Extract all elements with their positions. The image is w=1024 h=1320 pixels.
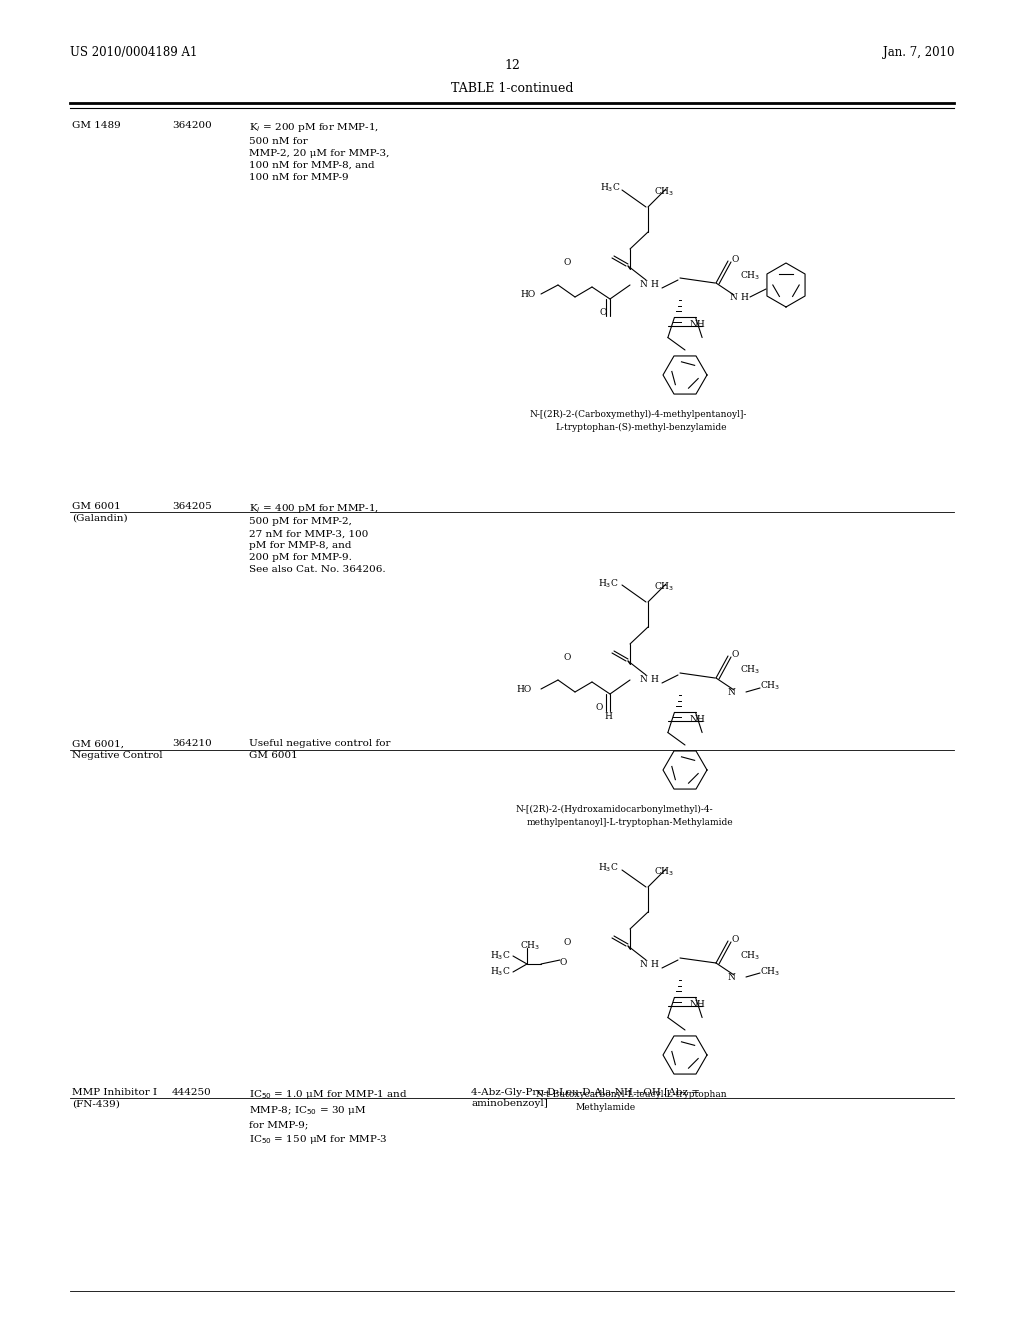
Text: 444250: 444250 bbox=[172, 1088, 212, 1097]
Text: CH$_3$: CH$_3$ bbox=[740, 664, 760, 676]
Text: 364210: 364210 bbox=[172, 739, 212, 748]
Text: N-[(2R)-2-(Carboxymethyl)-4-methylpentanoyl]-: N-[(2R)-2-(Carboxymethyl)-4-methylpentan… bbox=[530, 411, 748, 420]
Text: MMP Inhibitor I
(FN-439): MMP Inhibitor I (FN-439) bbox=[72, 1088, 157, 1109]
Text: N: N bbox=[728, 973, 736, 982]
Text: Useful negative control for
GM 6001: Useful negative control for GM 6001 bbox=[249, 739, 390, 760]
Text: H$_3$C: H$_3$C bbox=[600, 182, 621, 194]
Text: N-t-Butoxycarbonyl-L-leucyl-L-tryptophan: N-t-Butoxycarbonyl-L-leucyl-L-tryptophan bbox=[536, 1090, 728, 1100]
Text: H$_3$C: H$_3$C bbox=[598, 577, 618, 590]
Text: NH: NH bbox=[690, 319, 706, 329]
Text: O: O bbox=[600, 308, 607, 317]
Text: GM 6001
(Galandin): GM 6001 (Galandin) bbox=[72, 502, 127, 523]
Text: CH$_3$: CH$_3$ bbox=[740, 949, 760, 961]
Text: CH$_3$: CH$_3$ bbox=[760, 965, 780, 978]
Text: GM 1489: GM 1489 bbox=[72, 121, 121, 131]
Text: K$_i$ = 200 pM for MMP-1,
500 nM for
MMP-2, 20 μM for MMP-3,
100 nM for MMP-8, a: K$_i$ = 200 pM for MMP-1, 500 nM for MMP… bbox=[249, 121, 389, 182]
Text: CH$_3$: CH$_3$ bbox=[740, 269, 760, 281]
Text: CH$_3$: CH$_3$ bbox=[760, 680, 780, 693]
Text: L-tryptophan-(S)-methyl-benzylamide: L-tryptophan-(S)-methyl-benzylamide bbox=[555, 422, 726, 432]
Text: N: N bbox=[730, 293, 738, 302]
Text: NH: NH bbox=[690, 715, 706, 723]
Text: Methylamide: Methylamide bbox=[575, 1104, 635, 1111]
Text: O: O bbox=[732, 935, 739, 944]
Text: CH$_3$: CH$_3$ bbox=[654, 185, 675, 198]
Text: O: O bbox=[596, 704, 603, 711]
Text: GM 6001,
Negative Control: GM 6001, Negative Control bbox=[72, 739, 163, 760]
Text: O: O bbox=[563, 939, 570, 946]
Text: US 2010/0004189 A1: US 2010/0004189 A1 bbox=[70, 46, 197, 59]
Text: O: O bbox=[732, 649, 739, 659]
Text: K$_i$ = 400 pM for MMP-1,
500 pM for MMP-2,
27 nM for MMP-3, 100
pM for MMP-8, a: K$_i$ = 400 pM for MMP-1, 500 pM for MMP… bbox=[249, 502, 385, 574]
Text: 4-Abz-Gly-Pro-D-Leu-D-Ala-NH—OH [Abz =
aminobenzoyl]: 4-Abz-Gly-Pro-D-Leu-D-Ala-NH—OH [Abz = a… bbox=[471, 1088, 700, 1109]
Text: HO: HO bbox=[516, 685, 531, 694]
Text: 364205: 364205 bbox=[172, 502, 212, 511]
Text: H$_3$C: H$_3$C bbox=[490, 950, 511, 962]
Text: H: H bbox=[650, 280, 657, 289]
Text: H$_3$C: H$_3$C bbox=[598, 862, 618, 875]
Text: H: H bbox=[604, 711, 612, 721]
Text: N: N bbox=[640, 280, 648, 289]
Text: Jan. 7, 2010: Jan. 7, 2010 bbox=[883, 46, 954, 59]
Text: N: N bbox=[640, 960, 648, 969]
Text: NH: NH bbox=[690, 1001, 706, 1008]
Text: N-[(2R)-2-(Hydroxamidocarbonylmethyl)-4-: N-[(2R)-2-(Hydroxamidocarbonylmethyl)-4- bbox=[516, 805, 714, 814]
Text: 364200: 364200 bbox=[172, 121, 212, 131]
Text: HO: HO bbox=[520, 290, 536, 300]
Text: CH$_3$: CH$_3$ bbox=[520, 940, 541, 953]
Text: H: H bbox=[650, 675, 657, 684]
Text: TABLE 1-continued: TABLE 1-continued bbox=[451, 82, 573, 95]
Text: CH$_3$: CH$_3$ bbox=[654, 865, 675, 878]
Text: O: O bbox=[560, 958, 567, 968]
Text: methylpentanoyl]-L-tryptophan-Methylamide: methylpentanoyl]-L-tryptophan-Methylamid… bbox=[527, 818, 733, 828]
Text: H$_3$C: H$_3$C bbox=[490, 966, 511, 978]
Text: H: H bbox=[740, 293, 748, 302]
Text: CH$_3$: CH$_3$ bbox=[654, 579, 675, 593]
Text: 12: 12 bbox=[504, 59, 520, 73]
Text: N: N bbox=[728, 688, 736, 697]
Text: IC$_{50}$ = 1.0 μM for MMP-1 and
MMP-8; IC$_{50}$ = 30 μM
for MMP-9;
IC$_{50}$ =: IC$_{50}$ = 1.0 μM for MMP-1 and MMP-8; … bbox=[249, 1088, 408, 1146]
Text: N: N bbox=[640, 675, 648, 684]
Text: O: O bbox=[732, 255, 739, 264]
Text: H: H bbox=[650, 960, 657, 969]
Text: O: O bbox=[563, 653, 570, 663]
Text: O: O bbox=[563, 257, 570, 267]
